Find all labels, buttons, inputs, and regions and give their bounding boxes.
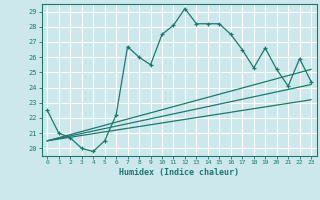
X-axis label: Humidex (Indice chaleur): Humidex (Indice chaleur) [119, 168, 239, 177]
